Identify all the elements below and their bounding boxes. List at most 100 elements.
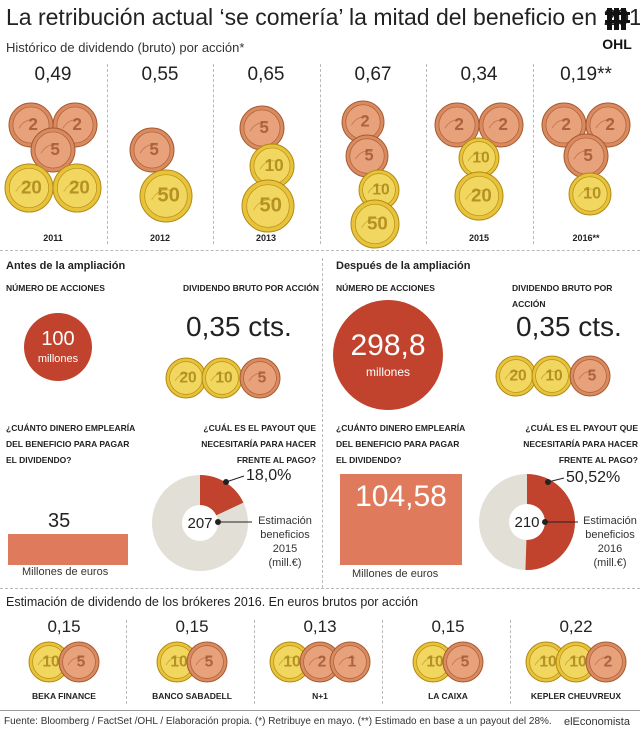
- after-payout-value: 50,52%: [566, 469, 621, 486]
- logo-text: OHL: [602, 36, 632, 52]
- coin-5c: 5: [58, 641, 100, 683]
- after-shares-circle: 298,8 millones: [333, 300, 443, 410]
- year-label: 2016**: [572, 233, 600, 243]
- coin-5c: 5: [186, 641, 228, 683]
- broker-name: BANCO SABADELL: [152, 691, 232, 701]
- svg-text:2: 2: [561, 114, 571, 134]
- before-money-caption: ¿CUÁNTO DINERO EMPLEARÍA DEL BENEFICIO P…: [6, 423, 135, 465]
- before-shares-caption: NÚMERO DE ACCIONES: [6, 283, 105, 293]
- before-shares-unit: millones: [37, 353, 79, 365]
- coin-10c: 10: [249, 143, 295, 189]
- svg-text:20: 20: [509, 367, 527, 384]
- after-earnings-value: 210: [514, 514, 540, 531]
- coin-50c: 50: [241, 179, 295, 233]
- coin-20c: 20: [454, 171, 504, 221]
- coin-10c: 10: [201, 357, 243, 399]
- after-shares-unit: millones: [365, 365, 410, 379]
- after-money-unit: Millones de euros: [352, 568, 439, 580]
- svg-text:10: 10: [42, 653, 60, 670]
- year-value: 0,67: [354, 64, 392, 85]
- coin-50c: 50: [139, 169, 193, 223]
- svg-text:20: 20: [21, 176, 42, 197]
- leader-dot: [542, 519, 548, 525]
- coin-1c: 1: [329, 641, 371, 683]
- coin-50c: 50: [350, 199, 400, 249]
- history-subtitle: Histórico de dividendo (bruto) por acció…: [6, 40, 245, 55]
- coin-10c: 10: [358, 169, 400, 211]
- coin-20c: 20: [165, 357, 207, 399]
- broker-value: 0,13: [303, 617, 337, 636]
- year-value: 0,65: [247, 64, 285, 85]
- after-div-caption: DIVIDENDO BRUTO POR ACCIÓN: [512, 283, 613, 309]
- svg-text:10: 10: [265, 155, 284, 175]
- coin-5c: 5: [345, 134, 389, 178]
- svg-text:5: 5: [258, 369, 267, 386]
- svg-text:50: 50: [367, 212, 388, 233]
- before-earnings-value: 207: [187, 515, 213, 532]
- svg-text:10: 10: [283, 653, 301, 670]
- coin-10c: 10: [156, 641, 198, 683]
- donut-hole: [509, 504, 545, 540]
- payout-donut: [152, 475, 248, 571]
- page-title: La retribución actual ‘se comería’ la mi…: [6, 4, 640, 30]
- svg-text:2: 2: [318, 653, 327, 670]
- svg-text:10: 10: [569, 653, 587, 670]
- before-money-unit: Millones de euros: [22, 566, 109, 578]
- svg-text:5: 5: [77, 653, 86, 670]
- before-money-bar: [8, 534, 128, 565]
- svg-text:5: 5: [583, 145, 593, 165]
- svg-text:10: 10: [170, 653, 188, 670]
- svg-text:1: 1: [348, 653, 357, 670]
- coin-5c: 5: [442, 641, 484, 683]
- svg-text:10: 10: [472, 149, 490, 166]
- year-label: 2015: [468, 233, 490, 243]
- coin-5c: 5: [569, 355, 611, 397]
- ohl-logo: OHL: [598, 6, 636, 52]
- svg-text:10: 10: [583, 185, 601, 203]
- coin-10c: 10: [28, 641, 70, 683]
- coin-2c: 2: [585, 641, 627, 683]
- year-label: 2011: [43, 233, 63, 243]
- coin-10c: 10: [531, 355, 573, 397]
- after-payout-caption: ¿CUÁL ES EL PAYOUT QUE NECESITARÍA PARA …: [523, 423, 638, 465]
- svg-text:50: 50: [157, 185, 180, 207]
- after-money-bar: 104,58: [340, 473, 462, 565]
- before-payout-caption: ¿CUÁL ES EL PAYOUT QUE NECESITARÍA PARA …: [201, 423, 316, 465]
- svg-text:10: 10: [426, 653, 444, 670]
- before-earnings-note: Estimación beneficios 2015 (mill.€): [258, 515, 312, 569]
- broker-value: 0,15: [431, 617, 465, 636]
- coin-10c: 10: [568, 172, 612, 216]
- year-value: 0,34: [460, 64, 498, 85]
- before-heading: Antes de la ampliación: [6, 260, 126, 272]
- before-dividend-value: 0,35 cts.: [186, 311, 292, 342]
- brokers-title: Estimación de dividendo de los brókeres …: [6, 595, 419, 609]
- before-money-value: 35: [48, 510, 71, 532]
- svg-text:5: 5: [365, 147, 374, 165]
- year-value: 0,19**: [560, 64, 612, 85]
- year-value: 0,49: [34, 64, 72, 85]
- broker-name: BEKA FINANCE: [32, 691, 96, 701]
- after-dividend-value: 0,35 cts.: [516, 311, 622, 342]
- svg-text:20: 20: [179, 369, 197, 386]
- svg-text:2: 2: [605, 114, 615, 134]
- leader-dot: [223, 479, 229, 485]
- broker-name: KEPLER CHEUVREUX: [530, 691, 622, 701]
- broker-value: 0,15: [175, 617, 209, 636]
- coin-10c: 10: [269, 641, 311, 683]
- coin-2c: 2: [478, 102, 524, 148]
- svg-text:2: 2: [604, 653, 613, 670]
- coin-2c: 2: [541, 102, 587, 148]
- year-value: 0,55: [141, 64, 179, 85]
- broker-name: N+1: [312, 691, 328, 701]
- svg-text:20: 20: [471, 184, 492, 205]
- coin-2c: 2: [434, 102, 480, 148]
- svg-text:10: 10: [215, 369, 233, 386]
- year-label: 2012: [149, 233, 171, 243]
- svg-text:2: 2: [454, 114, 464, 134]
- before-shares-circle: 100 millones: [24, 313, 92, 381]
- source-note: Fuente: Bloomberg / FactSet /OHL / Elabo…: [4, 716, 552, 727]
- svg-text:10: 10: [539, 653, 557, 670]
- brand-name: elEconomista: [563, 716, 630, 728]
- coin-5c: 5: [563, 133, 609, 179]
- svg-text:50: 50: [259, 195, 282, 217]
